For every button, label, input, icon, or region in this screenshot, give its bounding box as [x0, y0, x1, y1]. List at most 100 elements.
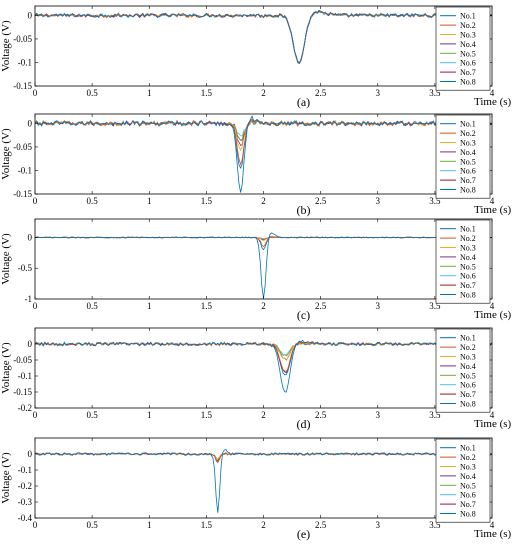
legend-label: No.3: [460, 139, 476, 148]
y-tick-label: 0: [28, 449, 33, 459]
series-line-no2: [35, 452, 492, 463]
x-tick-label: 0: [33, 520, 38, 530]
x-tick-label: 0.5: [87, 196, 99, 206]
y-axis-label: Voltage (V): [0, 342, 12, 394]
x-tick-label: 1.5: [201, 301, 213, 311]
x-tick-label: 2.5: [315, 88, 327, 98]
series-line-no1: [35, 10, 492, 65]
legend-label: No.4: [460, 362, 476, 371]
series-group: [35, 232, 492, 299]
legend-box: [435, 114, 491, 199]
series-line-no4: [35, 9, 492, 64]
legend-box: [435, 219, 491, 304]
x-tick-label: 2: [261, 88, 266, 98]
legend-label: No.4: [460, 148, 476, 157]
legend-label: No.7: [460, 68, 476, 77]
legend-label: No.1: [460, 444, 476, 453]
x-tick-label: 1.5: [201, 520, 213, 530]
x-tick-label: 3.5: [429, 196, 441, 206]
x-tick-label: 0: [33, 88, 38, 98]
x-tick-label: 4: [490, 301, 495, 311]
legend-label: No.3: [460, 31, 476, 40]
series-line-no1: [35, 339, 492, 393]
panel-label: (d): [297, 417, 311, 431]
x-tick-label: 1: [147, 410, 152, 420]
legend-label: No.2: [460, 453, 476, 462]
y-tick-label: -0.15: [13, 189, 32, 199]
series-line-no2: [35, 341, 492, 372]
legend-label: No.6: [460, 167, 476, 176]
x-tick-label: 1: [147, 520, 152, 530]
series-line-no6: [35, 10, 492, 64]
x-tick-label: 2: [261, 301, 266, 311]
plot-frame: [34, 5, 493, 87]
panel-label: (b): [297, 203, 311, 217]
x-tick-label: 0.5: [87, 410, 99, 420]
x-tick-label: 3: [376, 301, 381, 311]
legend-label: No.3: [460, 244, 476, 253]
legend-label: No.1: [460, 120, 476, 129]
x-axis-label: Time (s): [474, 528, 512, 540]
y-tick-label: -0.05: [13, 355, 32, 365]
x-axis-label: Time (s): [474, 204, 512, 216]
y-tick-label: 0: [28, 232, 33, 242]
series-line-no1: [35, 232, 492, 299]
x-tick-label: 0: [33, 410, 38, 420]
y-tick-label: -0.1: [18, 57, 32, 67]
x-tick-label: 1: [147, 301, 152, 311]
series-line-no7: [35, 341, 492, 374]
legend-label: No.8: [460, 291, 476, 300]
x-tick-label: 4: [490, 520, 495, 530]
x-tick-label: 2: [261, 520, 266, 530]
legend: No.1No.2No.3No.4No.5No.6No.7No.8: [435, 328, 491, 413]
y-tick-label: -0.05: [13, 34, 32, 44]
legend-label: No.4: [460, 472, 476, 481]
y-tick-label: -0.15: [13, 387, 32, 397]
legend-label: No.8: [460, 78, 476, 87]
legend: No.1No.2No.3No.4No.5No.6No.7No.8: [435, 438, 491, 523]
x-tick-label: 2: [261, 196, 266, 206]
y-axis-label: Voltage (V): [0, 233, 12, 285]
legend: No.1No.2No.3No.4No.5No.6No.7No.8: [435, 6, 491, 91]
y-tick-label: -0.15: [13, 81, 32, 91]
x-tick-label: 3: [376, 196, 381, 206]
legend-label: No.3: [460, 463, 476, 472]
legend-label: No.5: [460, 157, 476, 166]
series-group: [35, 449, 492, 513]
x-tick-label: 4: [490, 196, 495, 206]
x-tick-label: 0.5: [87, 520, 99, 530]
x-tick-label: 4: [490, 88, 495, 98]
plot-frame: [34, 113, 493, 195]
x-tick-label: 3.5: [429, 88, 441, 98]
x-axis-label: Time (s): [474, 96, 512, 108]
y-tick-label: -0.1: [18, 165, 32, 175]
legend-box: [435, 6, 491, 91]
x-tick-label: 0: [33, 301, 38, 311]
series-line-no8: [35, 10, 492, 63]
legend-label: No.6: [460, 59, 476, 68]
x-tick-label: 2.5: [315, 520, 327, 530]
legend-label: No.7: [460, 390, 476, 399]
legend-label: No.5: [460, 49, 476, 58]
legend: No.1No.2No.3No.4No.5No.6No.7No.8: [435, 219, 491, 304]
x-tick-label: 2.5: [315, 301, 327, 311]
legend-label: No.6: [460, 381, 476, 390]
legend-label: No.2: [460, 234, 476, 243]
x-tick-label: 0.5: [87, 301, 99, 311]
legend-label: No.2: [460, 21, 476, 30]
legend-label: No.7: [460, 176, 476, 185]
y-tick-label: -0.1: [18, 465, 32, 475]
x-tick-label: 3: [376, 410, 381, 420]
series-line-no1: [35, 115, 492, 193]
x-tick-label: 1.5: [201, 196, 213, 206]
y-tick-label: 0: [28, 10, 33, 20]
plot-frame: [34, 327, 493, 409]
legend-label: No.2: [460, 343, 476, 352]
panel-label: (c): [297, 308, 310, 322]
y-tick-label: -0.5: [18, 263, 33, 273]
x-tick-label: 1.5: [201, 88, 213, 98]
series-line-no8: [35, 340, 492, 376]
